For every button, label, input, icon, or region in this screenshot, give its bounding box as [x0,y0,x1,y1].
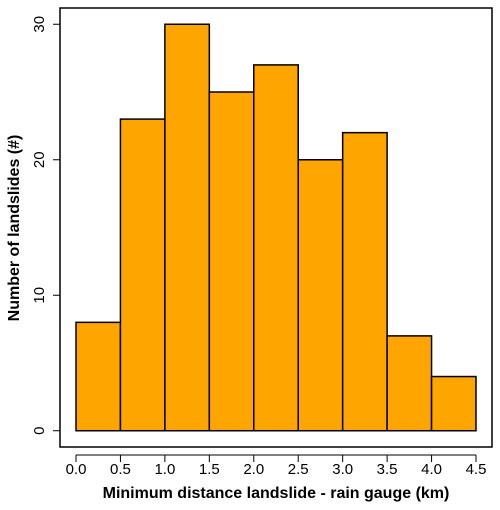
x-tick-label: 3.0 [332,461,353,478]
bar [386,335,433,432]
bar [208,91,255,432]
x-tick-label: 1.0 [154,461,175,478]
x-tick-label: 3.5 [377,461,398,478]
x-tick-label: 1.5 [199,461,220,478]
x-tick-label: 4.5 [466,461,487,478]
y-tick-label: 10 [31,287,48,304]
x-tick-label: 2.5 [288,461,309,478]
x-axis-title: Minimum distance landslide - rain gauge … [103,485,450,502]
x-tick-label: 0.0 [66,461,87,478]
x-tick-label: 2.0 [243,461,264,478]
x-tick-label: 0.5 [110,461,131,478]
bar [430,375,477,432]
bar [75,321,122,432]
bar [253,64,299,432]
x-tick-label: 4.0 [421,461,442,478]
y-tick-label: 20 [31,151,48,168]
bar [119,118,166,432]
bar [341,131,388,432]
bar [164,23,211,432]
bar [297,159,344,432]
y-tick-label: 0 [31,427,48,435]
y-tick-label: 30 [31,16,48,33]
y-axis-title: Number of landslides (#) [6,135,23,322]
